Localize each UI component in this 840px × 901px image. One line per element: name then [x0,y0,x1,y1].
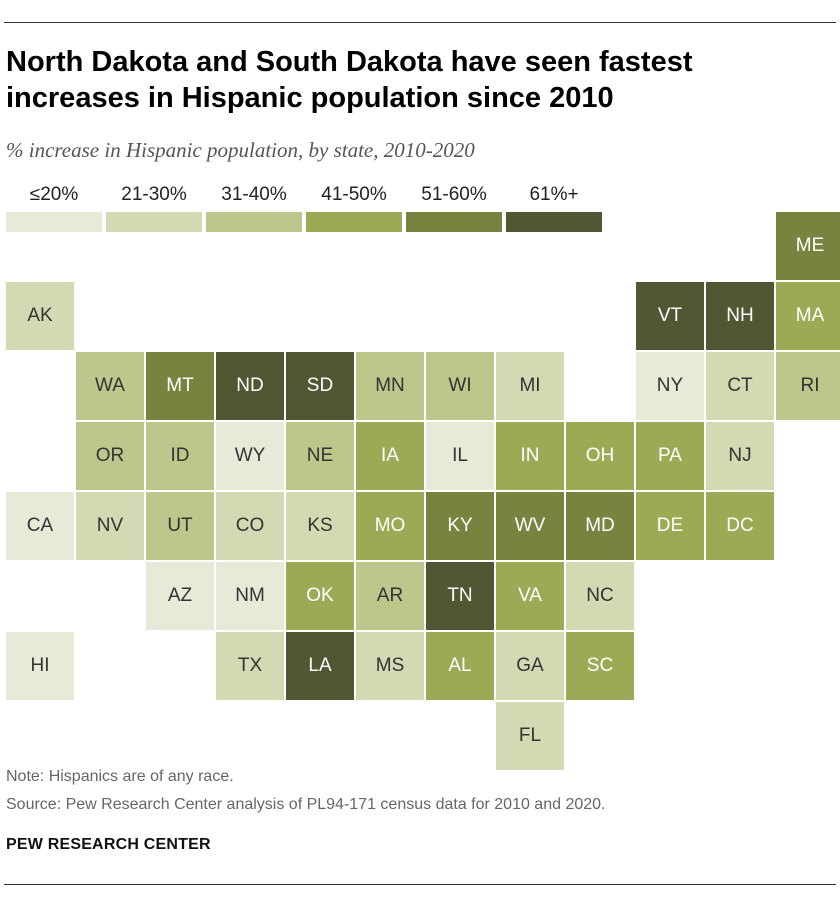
state-tile-sc: SC [566,632,634,700]
state-tile-vt: VT [636,282,704,350]
state-tile-az: AZ [146,562,214,630]
state-tile-md: MD [566,492,634,560]
legend-label-1: 21-30% [121,184,187,205]
state-tile-ia: IA [356,422,424,490]
state-tile-sd: SD [286,352,354,420]
legend-swatch-5 [506,212,602,232]
state-tile-ma: MA [776,282,840,350]
state-tile-ct: CT [706,352,774,420]
state-tile-nv: NV [76,492,144,560]
top-rule [4,22,836,23]
state-tile-ar: AR [356,562,424,630]
state-tile-tn: TN [426,562,494,630]
state-tile-va: VA [496,562,564,630]
state-tile-ga: GA [496,632,564,700]
chart-subtitle: % increase in Hispanic population, by st… [6,138,475,162]
legend-label-4: 51-60% [421,184,487,205]
state-tile-wy: WY [216,422,284,490]
state-tile-mo: MO [356,492,424,560]
state-tile-wi: WI [426,352,494,420]
state-tile-pa: PA [636,422,704,490]
bottom-rule [4,884,836,885]
state-tile-ky: KY [426,492,494,560]
state-tile-or: OR [76,422,144,490]
state-tile-wa: WA [76,352,144,420]
state-tile-tx: TX [216,632,284,700]
legend-label-2: 31-40% [221,184,287,205]
legend-swatch-1 [106,212,202,232]
state-tile-mi: MI [496,352,564,420]
state-tile-ak: AK [6,282,74,350]
state-tile-oh: OH [566,422,634,490]
state-tile-co: CO [216,492,284,560]
state-tile-nh: NH [706,282,774,350]
state-tile-mt: MT [146,352,214,420]
state-tile-fl: FL [496,702,564,770]
state-tile-ms: MS [356,632,424,700]
state-tile-me: ME [776,212,840,280]
state-tile-de: DE [636,492,704,560]
state-tile-ny: NY [636,352,704,420]
state-tile-mn: MN [356,352,424,420]
legend-swatch-2 [206,212,302,232]
state-tile-nj: NJ [706,422,774,490]
state-tile-il: IL [426,422,494,490]
chart-title: North Dakota and South Dakota have seen … [6,46,693,114]
state-tile-in: IN [496,422,564,490]
brand-logo-text: PEW RESEARCH CENTER [6,836,211,853]
legend-swatch-0 [6,212,102,232]
state-tile-dc: DC [706,492,774,560]
state-tile-ne: NE [286,422,354,490]
state-tile-ok: OK [286,562,354,630]
legend-label-0: ≤20% [29,184,79,205]
state-tile-hi: HI [6,632,74,700]
legend-label-5: 61%+ [529,184,579,205]
state-tile-nd: ND [216,352,284,420]
state-tile-la: LA [286,632,354,700]
note: Note: Hispanics are of any race. [6,768,234,785]
state-tile-id: ID [146,422,214,490]
state-tile-al: AL [426,632,494,700]
state-tile-ri: RI [776,352,840,420]
state-tile-ut: UT [146,492,214,560]
legend-swatch-3 [306,212,402,232]
state-tile-wv: WV [496,492,564,560]
state-tile-ks: KS [286,492,354,560]
source: Source: Pew Research Center analysis of … [6,796,606,813]
state-tile-ca: CA [6,492,74,560]
legend-swatch-4 [406,212,502,232]
legend-label-3: 41-50% [321,184,387,205]
state-tile-nm: NM [216,562,284,630]
state-tile-nc: NC [566,562,634,630]
